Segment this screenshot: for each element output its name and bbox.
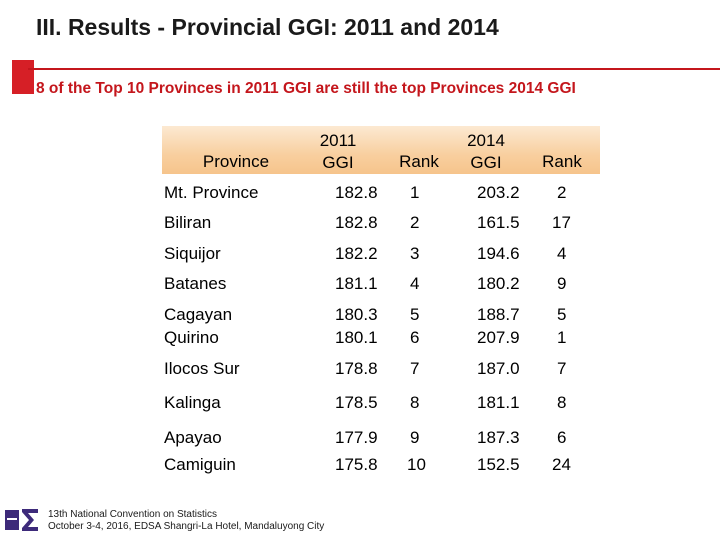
cell-rank-2014: 17 xyxy=(552,213,571,232)
title-divider xyxy=(28,68,720,70)
cell-province: Mt. Province xyxy=(164,183,259,202)
cell-rank-2011: 2 xyxy=(410,213,420,232)
cell-ggi-2011: 181.1 xyxy=(335,274,378,293)
cell-province: Batanes xyxy=(164,274,227,293)
footer-text: 13th National Convention on Statistics O… xyxy=(48,509,324,533)
cell-rank-2011: 3 xyxy=(410,244,420,263)
footer-line-2: October 3-4, 2016, EDSA Shangri-La Hotel… xyxy=(48,521,325,532)
cell-rank-2014: 7 xyxy=(557,359,567,378)
cell-province: Camiguin xyxy=(164,455,236,474)
cell-rank-2014: 4 xyxy=(557,244,567,263)
cell-rank-2011: 6 xyxy=(410,328,420,347)
header-ggi-2014-year: 2014 xyxy=(467,131,505,150)
cell-ggi-2014: 152.5 xyxy=(477,455,520,474)
header-rank-2014: Rank xyxy=(530,151,594,173)
cell-rank-2014: 5 xyxy=(557,305,567,324)
cell-ggi-2011: 180.3 xyxy=(335,305,378,324)
cell-rank-2014: 2 xyxy=(557,183,567,202)
cell-province: Siquijor xyxy=(164,244,221,263)
footer-line-1: 13th National Convention on Statistics xyxy=(48,509,217,520)
cell-ggi-2014: 161.5 xyxy=(477,213,520,232)
cell-rank-2011: 4 xyxy=(410,274,420,293)
cell-rank-2014: 6 xyxy=(557,428,567,447)
table-header-band xyxy=(162,126,600,174)
header-rank-2011: Rank xyxy=(388,151,450,173)
cell-ggi-2014: 188.7 xyxy=(477,305,520,324)
cell-province: Cagayan xyxy=(164,305,233,324)
slide-subtitle: 8 of the Top 10 Provinces in 2011 GGI ar… xyxy=(36,80,576,97)
header-ggi-2011: 2011 GGI xyxy=(306,130,370,174)
cell-ggi-2014: 203.2 xyxy=(477,183,520,202)
cell-ggi-2014: 194.6 xyxy=(477,244,520,263)
cell-ggi-2011: 178.5 xyxy=(335,393,378,412)
cell-rank-2011: 1 xyxy=(410,183,420,202)
cell-ggi-2011: 182.8 xyxy=(335,213,378,232)
cell-rank-2011: 9 xyxy=(410,428,420,447)
header-ggi-2014: 2014 GGI xyxy=(454,130,518,174)
cell-ggi-2014: 187.3 xyxy=(477,428,520,447)
cell-ggi-2011: 180.1 xyxy=(335,328,378,347)
cell-province: Ilocos Sur xyxy=(164,359,240,378)
cell-province: Biliran xyxy=(164,213,212,232)
cell-province: Quirino xyxy=(164,328,219,347)
cell-ggi-2014: 181.1 xyxy=(477,393,520,412)
cell-rank-2011: 8 xyxy=(410,393,420,412)
cell-rank-2014: 1 xyxy=(557,328,567,347)
title-accent-bar xyxy=(12,60,34,94)
cell-rank-2014: 24 xyxy=(552,455,571,474)
cell-rank-2011: 10 xyxy=(407,455,426,474)
cell-ggi-2011: 177.9 xyxy=(335,428,378,447)
cell-rank-2014: 9 xyxy=(557,274,567,293)
cell-province: Kalinga xyxy=(164,393,221,412)
header-ggi-2011-label: GGI xyxy=(322,153,354,172)
header-rank-2011-label: Rank xyxy=(399,152,439,171)
slide-title: III. Results - Provincial GGI: 2011 and … xyxy=(36,14,499,40)
sigma-logo-icon xyxy=(4,506,40,534)
cell-ggi-2011: 178.8 xyxy=(335,359,378,378)
header-ggi-2011-year: 2011 xyxy=(319,131,357,150)
cell-ggi-2014: 187.0 xyxy=(477,359,520,378)
cell-ggi-2011: 182.2 xyxy=(335,244,378,263)
header-rank-2014-label: Rank xyxy=(542,152,582,171)
cell-province: Apayao xyxy=(164,428,222,447)
header-province-label: Province xyxy=(202,152,270,171)
cell-ggi-2011: 175.8 xyxy=(335,455,378,474)
cell-rank-2011: 5 xyxy=(410,305,420,324)
cell-ggi-2011: 182.8 xyxy=(335,183,378,202)
cell-rank-2011: 7 xyxy=(410,359,420,378)
header-ggi-2014-label: GGI xyxy=(470,153,502,172)
cell-ggi-2014: 180.2 xyxy=(477,274,520,293)
header-province: Province xyxy=(190,151,282,173)
cell-rank-2014: 8 xyxy=(557,393,567,412)
cell-ggi-2014: 207.9 xyxy=(477,328,520,347)
